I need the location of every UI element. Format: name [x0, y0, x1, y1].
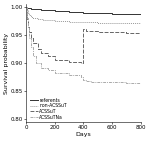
Y-axis label: Survival probability: Survival probability [4, 33, 9, 94]
X-axis label: Days: Days [76, 132, 91, 137]
Legend: referents, non-ACSSuT, ACSSuT, ACSSuTNa: referents, non-ACSSuT, ACSSuT, ACSSuTNa [30, 98, 67, 120]
